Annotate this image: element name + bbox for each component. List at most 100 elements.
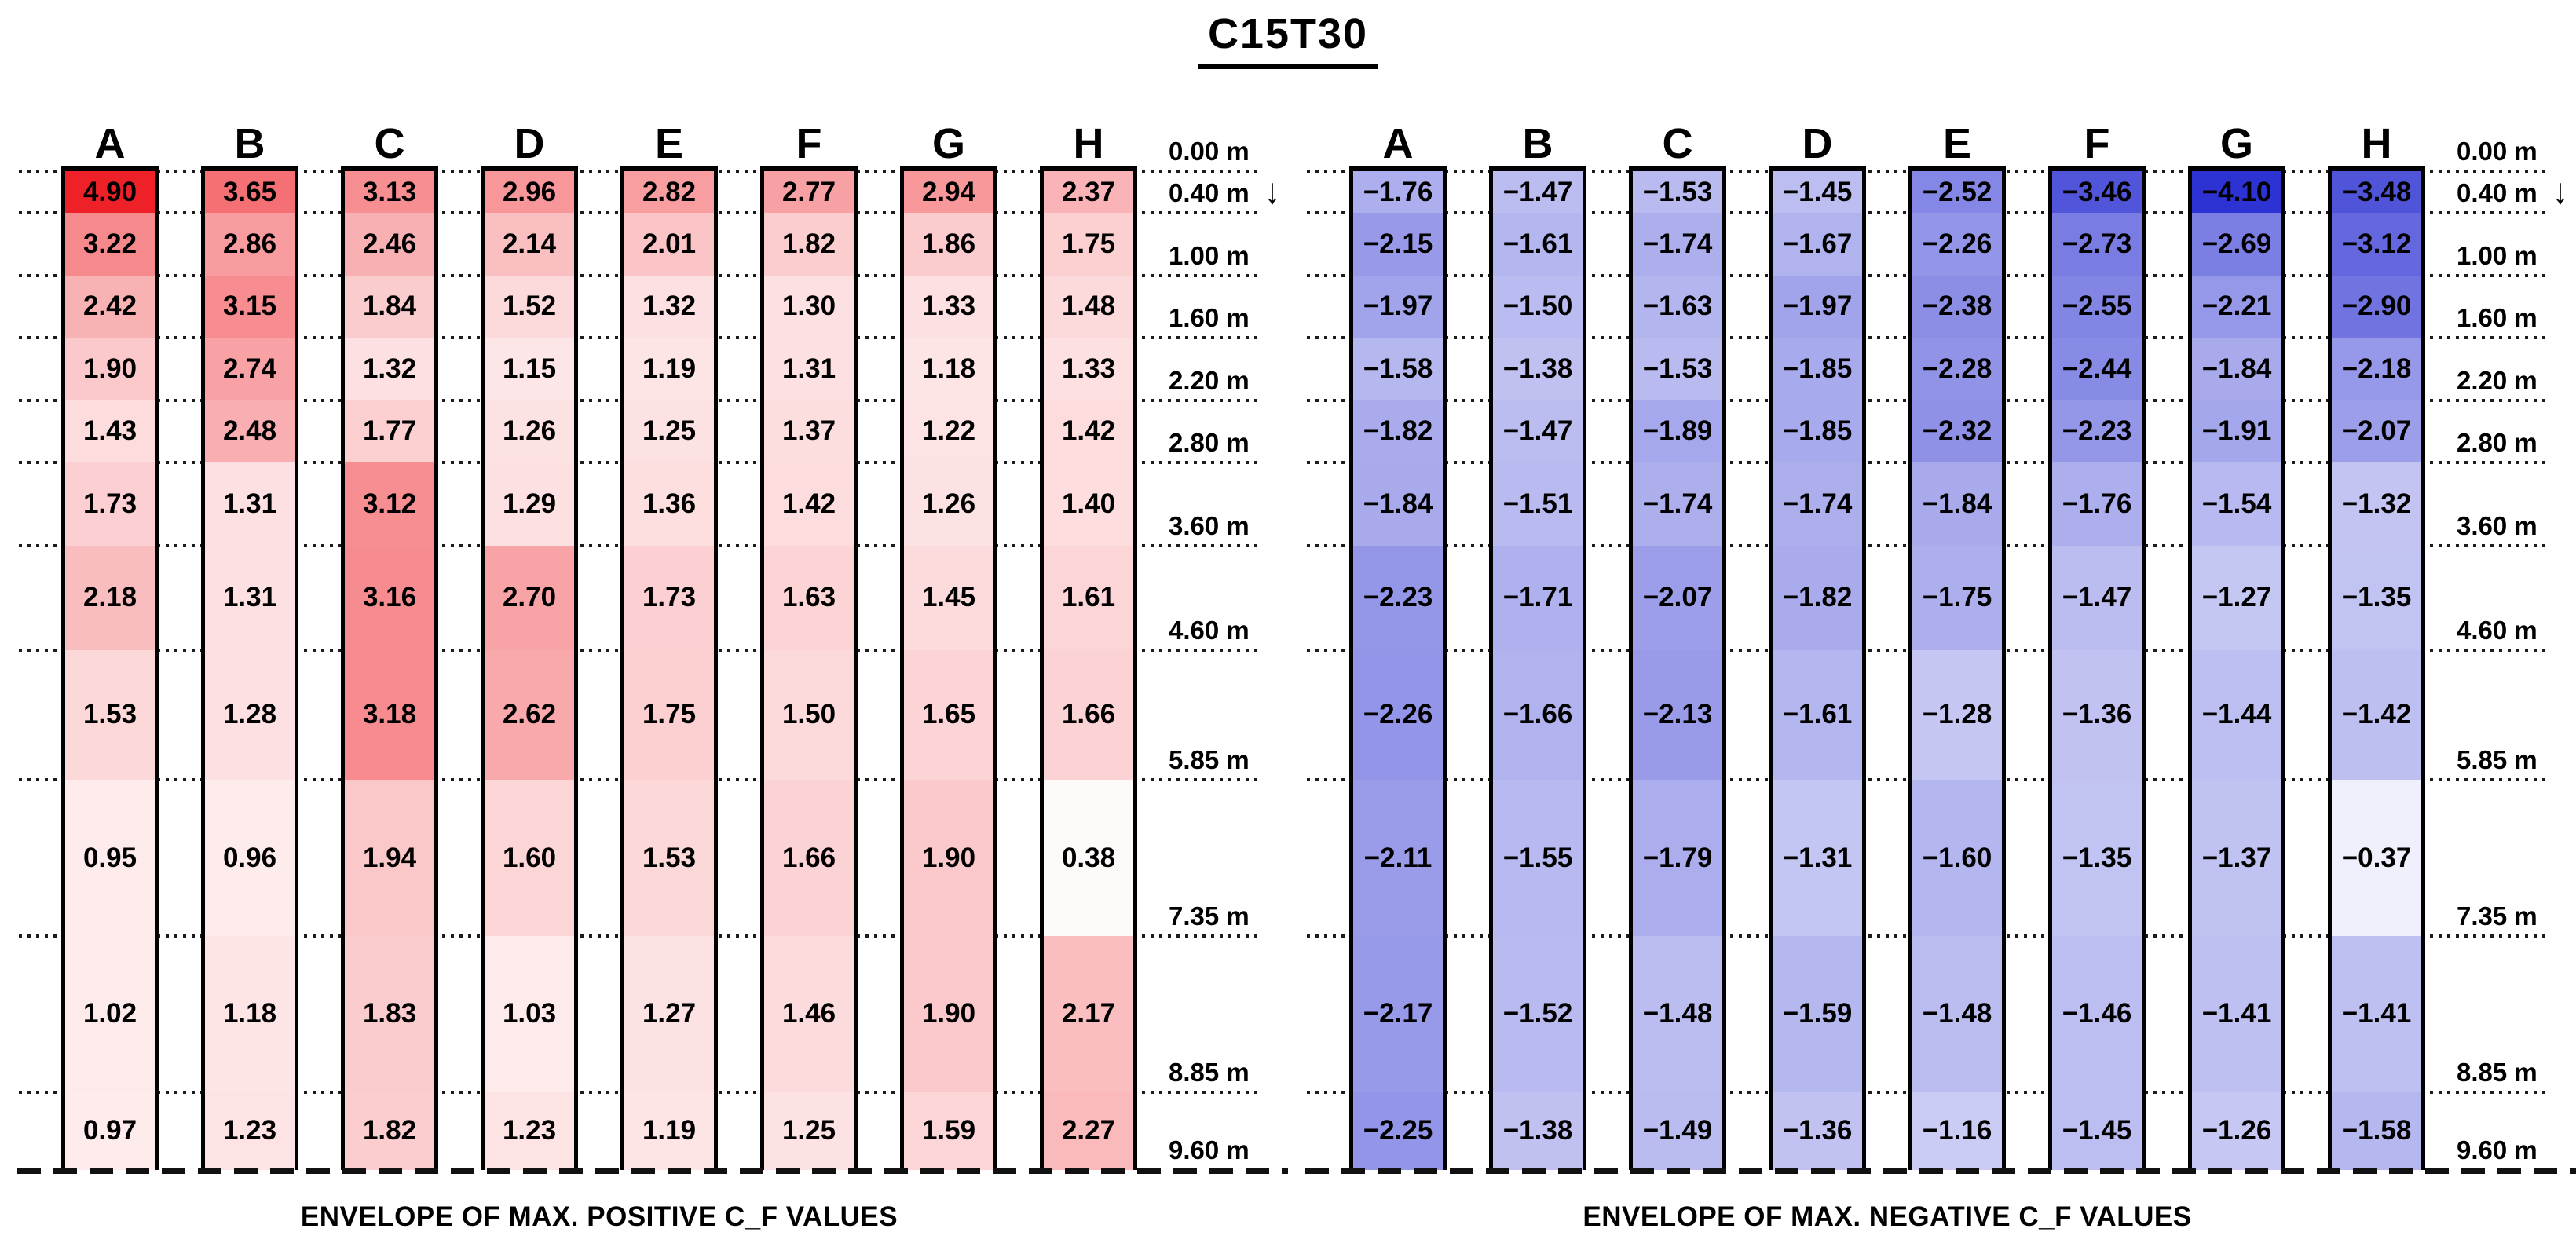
cell-value: 1.18: [921, 353, 976, 384]
heatmap-cell-F-2.20m: −2.44: [2052, 338, 2142, 400]
cell-value: −1.35: [2341, 582, 2412, 613]
heatmap-cell-E-7.35m: −1.60: [1912, 780, 2002, 936]
cell-value: −1.47: [1502, 176, 1573, 207]
heatmap-cell-D-0.40m: 2.96: [485, 171, 574, 213]
heatmap-cell-G-0.40m: 2.94: [904, 171, 993, 213]
depth-label-0.00m: 0.00 m: [2457, 137, 2538, 166]
cell-value: 2.17: [1061, 998, 1116, 1029]
heatmap-cell-G-3.60m: 1.26: [904, 462, 993, 546]
cell-value: −1.41: [2341, 998, 2412, 1029]
cell-value: −2.44: [2062, 353, 2132, 384]
column-header-D: D: [1802, 120, 1833, 167]
cell-value: 1.83: [362, 998, 417, 1029]
heatmap-cell-F-7.35m: 1.66: [764, 780, 854, 936]
cell-value: −1.60: [1922, 842, 1992, 873]
heatmap-cell-D-1.00m: −1.67: [1773, 213, 1862, 276]
heatmap-cell-D-7.35m: 1.60: [485, 780, 574, 936]
heatmap-cell-B-1.00m: 2.86: [205, 213, 295, 276]
cell-value: −2.26: [1922, 228, 1992, 259]
depth-label-2.20m: 2.20 m: [2457, 365, 2538, 395]
heatmap-cell-D-2.80m: 1.26: [485, 400, 574, 462]
cell-value: 1.90: [82, 353, 137, 384]
heatmap-cell-C-7.35m: −1.79: [1633, 780, 1722, 936]
cell-value: 1.53: [642, 842, 697, 873]
cell-value: 2.46: [362, 228, 417, 259]
cell-value: −1.54: [2201, 488, 2272, 519]
heatmap-cell-E-8.85m: −1.48: [1912, 935, 2002, 1092]
cell-value: 1.23: [502, 1115, 557, 1146]
heatmap-cell-D-5.85m: −1.61: [1773, 649, 1862, 781]
cell-value: −1.51: [1502, 488, 1573, 519]
cell-value: −1.16: [1922, 1115, 1992, 1146]
cell-value: 2.70: [502, 582, 557, 613]
depth-label-1.00m: 1.00 m: [1169, 240, 1250, 270]
heatmap-cell-A-8.85m: 1.02: [65, 935, 155, 1092]
column-header-E: E: [654, 120, 684, 167]
heatmap-cell-C-5.85m: 3.18: [345, 649, 434, 781]
heatmap-cell-H-8.85m: 2.17: [1044, 935, 1133, 1092]
cell-value: 1.42: [1061, 415, 1116, 447]
heatmap-cell-A-3.60m: 1.73: [65, 462, 155, 546]
heatmap-cell-D-1.00m: 2.14: [485, 213, 574, 276]
cell-value: −1.32: [2341, 488, 2412, 519]
heatmap-cell-F-8.85m: 1.46: [764, 935, 854, 1092]
chart-panel-positive: A 4.90 3.22 2.42 1.90 1.43 1.73 2.18 1.53 0.95 1.0…: [17, 86, 1288, 1249]
heatmap-cell-A-1.60m: 2.42: [65, 275, 155, 338]
heatmap-cell-E-7.35m: 1.53: [624, 780, 714, 936]
heatmap-cell-C-2.20m: 1.32: [345, 338, 434, 400]
cell-value: −1.71: [1502, 582, 1573, 613]
heatmap-cell-E-2.80m: 1.25: [624, 400, 714, 462]
heatmap-cell-H-0.40m: −3.48: [2332, 171, 2421, 213]
cell-value: 1.30: [781, 291, 836, 322]
cell-value: −1.84: [2201, 353, 2272, 384]
heatmap-cell-C-2.80m: 1.77: [345, 400, 434, 462]
heatmap-cell-G-2.20m: 1.18: [904, 338, 993, 400]
cell-value: −1.41: [2201, 998, 2272, 1029]
cell-value: 2.62: [502, 699, 557, 730]
heatmap-cell-F-1.00m: 1.82: [764, 213, 854, 276]
cell-value: −2.26: [1363, 699, 1433, 730]
cell-value: −2.18: [2341, 353, 2412, 384]
cell-value: −3.12: [2341, 228, 2412, 259]
cell-value: 1.42: [781, 488, 836, 519]
heatmap-cell-E-1.00m: 2.01: [624, 213, 714, 276]
cell-value: 1.29: [502, 488, 557, 519]
cell-value: 1.32: [642, 291, 697, 322]
cell-value: −1.58: [2341, 1115, 2412, 1146]
cell-value: −1.74: [1642, 228, 1713, 259]
depth-label-2.20m: 2.20 m: [1169, 365, 1250, 395]
heatmap-cell-D-1.60m: 1.52: [485, 275, 574, 338]
column-header-F: F: [796, 120, 822, 167]
heatmap-cell-C-5.85m: −2.13: [1633, 649, 1722, 781]
heatmap-cell-A-7.35m: 0.95: [65, 780, 155, 936]
heatmap-cell-G-0.40m: −4.10: [2192, 171, 2281, 213]
heatmap-cell-H-4.60m: −1.35: [2332, 546, 2421, 650]
cell-value: −1.52: [1502, 998, 1573, 1029]
cell-value: −1.35: [2062, 842, 2132, 873]
heatmap-cell-B-7.35m: 0.96: [205, 780, 295, 936]
cell-value: −1.79: [1642, 842, 1713, 873]
cell-value: 1.33: [1061, 353, 1116, 384]
data-column-H: 2.37 1.75 1.48 1.33 1.42 1.40 1.61 1.66 0.38 2.17…: [1040, 166, 1137, 1170]
depth-label-4.60m: 4.60 m: [1169, 615, 1250, 645]
heatmap-cell-E-5.85m: −1.28: [1912, 649, 2002, 781]
baseline-dashed-line: [17, 1168, 1288, 1174]
column-header-G: G: [2219, 120, 2253, 167]
cell-value: 2.01: [642, 228, 697, 259]
heatmap-cell-C-8.85m: −1.48: [1633, 935, 1722, 1092]
cell-value: 2.74: [222, 353, 277, 384]
cell-value: −1.61: [1502, 228, 1573, 259]
page-title-text: C15T30: [1198, 10, 1378, 70]
cell-value: 1.02: [82, 998, 137, 1029]
cell-value: 4.90: [82, 176, 137, 207]
heatmap-cell-H-2.80m: 1.42: [1044, 400, 1133, 462]
cell-value: −1.59: [1782, 998, 1853, 1029]
cell-value: 1.40: [1061, 488, 1116, 519]
column-header-H: H: [2361, 120, 2392, 167]
heatmap-cell-D-1.60m: −1.97: [1773, 275, 1862, 338]
heatmap-cell-B-8.85m: 1.18: [205, 935, 295, 1092]
data-column-F: −3.46 −2.73 −2.55 −2.44 −2.23 −1.76 −1.47 −1.36…: [2048, 166, 2146, 1170]
depth-label-1.00m: 1.00 m: [2457, 240, 2538, 270]
cell-value: 3.18: [362, 699, 417, 730]
cell-value: 1.94: [362, 842, 417, 873]
